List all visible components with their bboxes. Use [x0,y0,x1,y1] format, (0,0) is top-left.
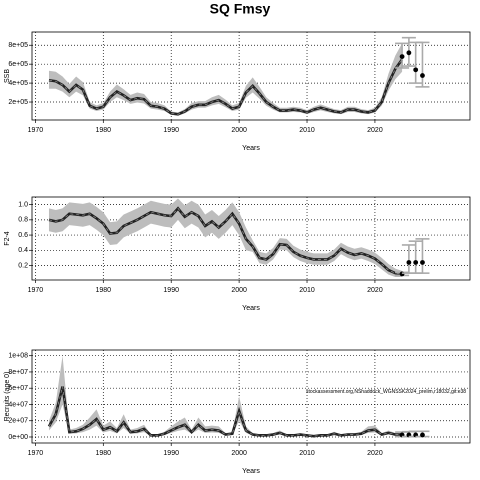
x-tick-label: 1980 [96,450,112,457]
y-tick-label: 0e+00 [8,434,28,441]
y-axis-title: Recruits (age 0) [4,372,11,422]
x-tick-label: 1970 [28,450,44,457]
projection-point [420,260,425,265]
x-tick-label: 2000 [231,450,247,457]
y-tick-label: 6e+07 [8,385,28,392]
x-tick-label: 2020 [367,287,383,294]
plot-frame [31,31,471,121]
panel: 1970 1980 1990 2000 2010 2020 2e+05 4e+05 6e+05 8… [4,31,471,152]
confidence-band [48,198,403,277]
plot-frame [31,349,471,444]
y-tick-label: 4e+07 [8,401,28,408]
x-tick-label: 2020 [367,127,383,134]
projection-point [420,73,425,78]
y-tick-label: 2e+07 [8,418,28,425]
data-layer [48,198,430,277]
median-line-dash [48,207,403,275]
y-tick-label: 8e+05 [8,42,28,49]
data-layer [47,355,430,438]
x-tick-label: 2010 [299,287,315,294]
projection-point [413,260,419,265]
median-line [48,58,404,116]
x-tick-label: 1970 [28,287,44,294]
y-tick-label: 0.8 [18,217,28,224]
projection-point [406,260,412,265]
page-title: SQ Fmsy [210,1,271,17]
panel: 1970 1980 1990 2000 2010 2020 0e+00 2e+07 4e+07 6… [4,349,471,475]
median-line [47,386,403,438]
x-tick-label: 2010 [299,450,315,457]
x-axis-title: Years [242,145,260,152]
y-tick-label: 1.0 [18,201,28,208]
x-tick-label: 2000 [231,287,247,294]
projection-point [399,54,405,60]
x-tick-label: 1970 [28,127,44,134]
y-tick-label: 8e+07 [8,369,28,376]
y-tick-label: 6e+05 [8,61,28,68]
y-tick-label: 4e+05 [8,80,28,87]
x-tick-label: 1990 [163,127,179,134]
plot-frame [31,196,471,281]
panel: 1970 1980 1990 2000 2010 2020 0.2 0.4 0.6 0.8 1.0 Y… [4,196,471,312]
projection-point [420,432,425,438]
x-axis-title: Years [242,305,260,312]
y-axis-title: F2-4 [4,231,11,246]
x-tick-label: 1990 [163,287,179,294]
x-tick-label: 1980 [96,287,112,294]
projection-point [406,50,412,56]
x-tick-label: 2020 [367,450,383,457]
projection-point [413,67,419,73]
x-tick-label: 1990 [163,450,179,457]
y-tick-label: 2e+05 [8,99,28,106]
x-axis-title: Years [242,468,260,475]
data-layer [48,36,430,116]
y-tick-label: 0.6 [18,232,28,239]
annotation: stockassessment.org,NShaddock_WGNSSK2024… [306,389,466,395]
y-tick-label: 1e+08 [8,353,28,360]
x-tick-label: 1980 [96,127,112,134]
x-tick-label: 2000 [231,127,247,134]
y-axis-title: SSB [4,69,11,83]
confidence-band [48,355,403,437]
x-tick-label: 2010 [299,127,315,134]
y-tick-label: 0.2 [18,262,28,269]
y-tick-label: 0.4 [18,247,28,254]
